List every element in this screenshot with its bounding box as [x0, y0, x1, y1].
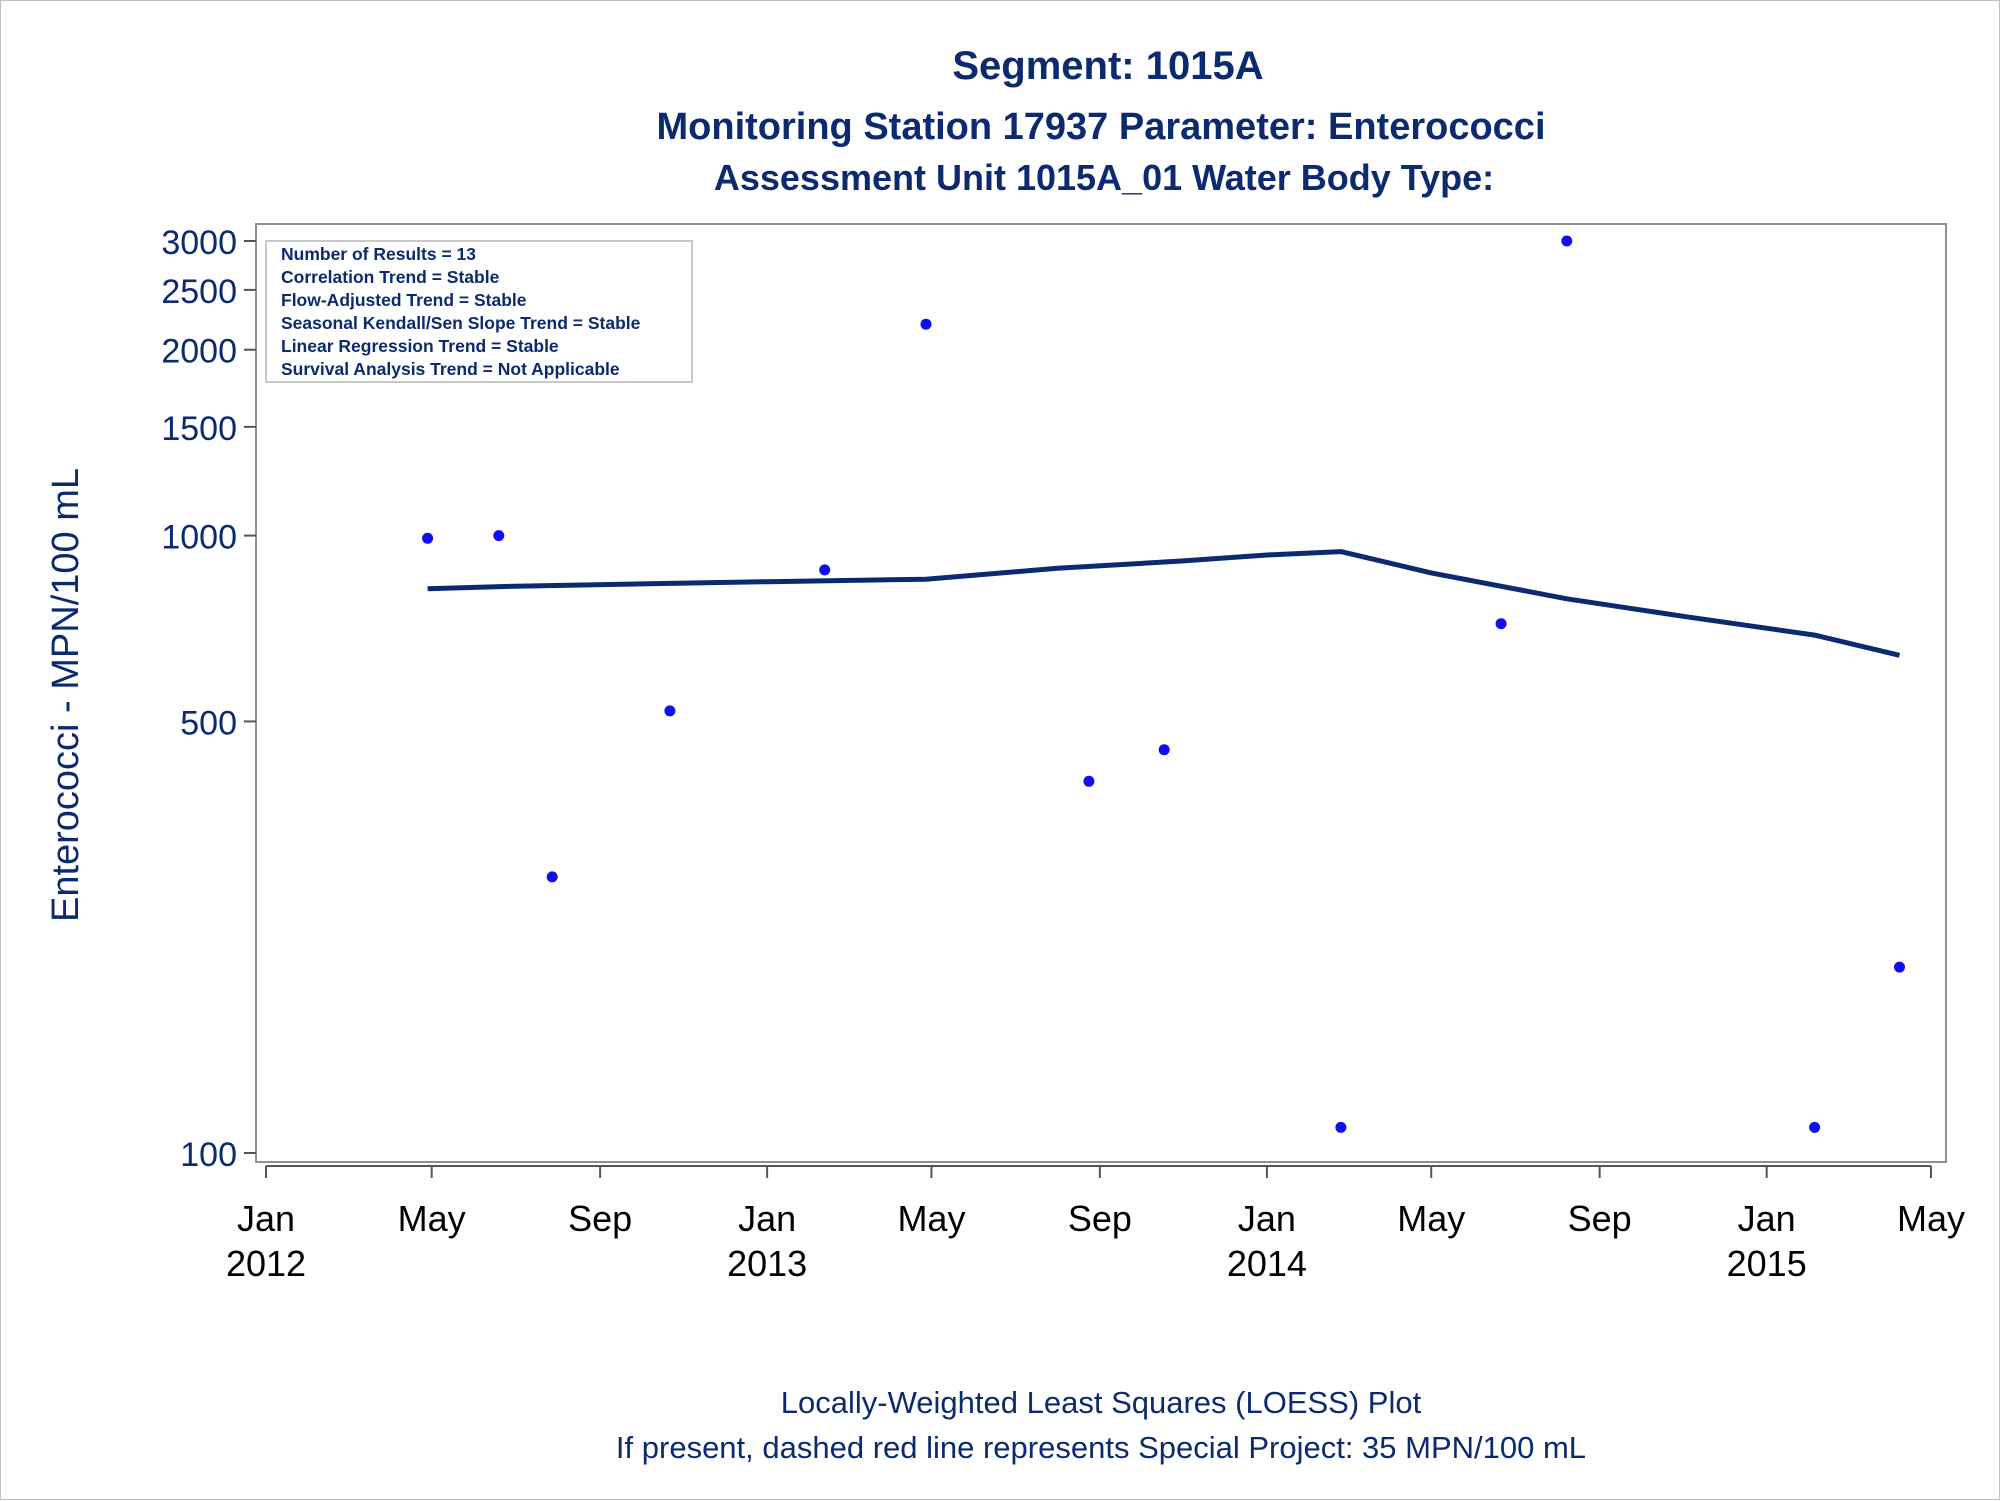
footnote-loess: Locally-Weighted Least Squares (LOESS) P… [781, 1385, 1422, 1420]
x-tick-label: Jan [1238, 1198, 1296, 1239]
x-tick-label: May [1897, 1198, 1965, 1239]
y-tick-label: 3000 [161, 224, 237, 262]
x-tick-label: Jan [237, 1198, 295, 1239]
stats-box: Number of Results = 13 Correlation Trend… [265, 240, 693, 383]
data-point [1335, 1121, 1347, 1133]
points-layer [422, 235, 1905, 1133]
data-point [1158, 744, 1170, 756]
data-point [1561, 235, 1573, 247]
x-tick-label: Jan [738, 1198, 796, 1239]
stats-line-linear-regression: Linear Regression Trend = Stable [281, 336, 559, 356]
x-tick-label: Sep [1568, 1198, 1632, 1239]
x-tick-year-label: 2014 [1227, 1243, 1307, 1284]
y-axis: 100 500 1000 1500 2000 2500 3000 [161, 224, 256, 1174]
stats-box-border [265, 240, 693, 383]
data-point [493, 530, 505, 542]
footnote-special-project: If present, dashed red line represents S… [616, 1430, 1586, 1465]
plot-area [255, 223, 1947, 1163]
y-tick-label: 100 [180, 1136, 237, 1174]
data-point [422, 532, 434, 544]
data-point [546, 871, 558, 883]
x-tick-label: May [398, 1198, 466, 1239]
x-tick-label: Jan [1738, 1198, 1796, 1239]
x-tick-label: May [897, 1198, 965, 1239]
y-tick-label: 1500 [161, 410, 237, 448]
x-tick-label: Sep [1068, 1198, 1132, 1239]
y-tick-label: 500 [180, 704, 237, 742]
data-point [920, 318, 932, 330]
data-point [1894, 961, 1905, 973]
stats-line-correlation: Correlation Trend = Stable [281, 267, 500, 287]
y-tick-label: 2000 [161, 333, 237, 371]
data-point [1809, 1121, 1821, 1133]
stats-line-survival-analysis: Survival Analysis Trend = Not Applicable [281, 359, 620, 379]
x-tick-label: May [1397, 1198, 1465, 1239]
data-point [1083, 775, 1095, 787]
chart-title: Segment: 1015A [952, 44, 1263, 88]
stats-line-flow-adjusted: Flow-Adjusted Trend = Stable [281, 290, 527, 310]
y-tick-label: 1000 [161, 519, 237, 557]
chart-subtitle: Monitoring Station 17937 Parameter: Ente… [656, 106, 1545, 148]
loess-layer [427, 549, 1901, 658]
x-tick-year-label: 2013 [727, 1243, 807, 1284]
x-tick-label: Sep [568, 1198, 632, 1239]
stats-line-seasonal-kendall: Seasonal Kendall/Sen Slope Trend = Stabl… [281, 313, 641, 333]
y-tick-label: 2500 [161, 273, 237, 311]
y-axis-label: Enterococci - MPN/100 mL [45, 468, 87, 922]
x-tick-year-label: 2015 [1727, 1243, 1807, 1284]
data-point [819, 564, 831, 576]
x-tick-year-label: 2012 [226, 1243, 306, 1284]
data-point [664, 705, 676, 717]
loess-line [427, 549, 1901, 658]
stats-line-results: Number of Results = 13 [281, 244, 476, 264]
data-point [1495, 618, 1507, 630]
chart-subtitle-2: Assessment Unit 1015A_01 Water Body Type… [714, 157, 1494, 198]
